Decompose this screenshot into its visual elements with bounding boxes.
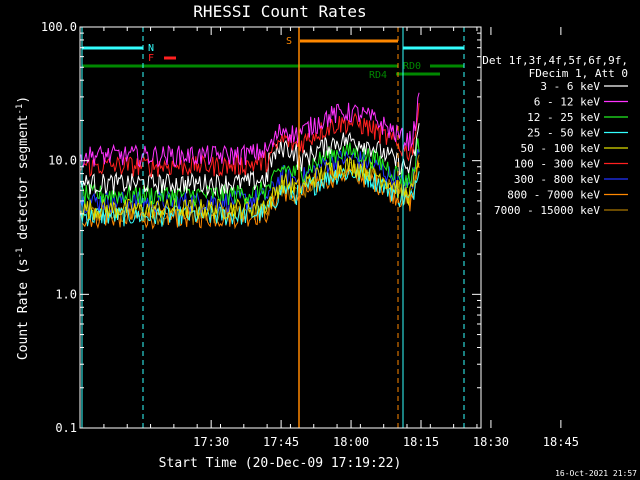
y-axis-label-part: -1: [15, 104, 25, 115]
x-tick-label: 18:30: [473, 435, 509, 449]
legend: Det 1f,3f,4f,5f,6f,9f,FDecim 1, Att 03 -…: [482, 54, 628, 217]
legend-entry-label: 25 - 50 keV: [527, 127, 600, 140]
x-tick-label: 17:45: [263, 435, 299, 449]
y-tick-label: 100.0: [41, 20, 77, 34]
x-tick-label: 17:30: [193, 435, 229, 449]
flag-label: RD0: [403, 61, 421, 72]
y-axis-label: Count Rate (s-1 detector segment-1): [15, 96, 31, 360]
legend-entry-label: 7000 - 15000 keV: [494, 204, 600, 217]
legend-header: Det 1f,3f,4f,5f,6f,9f,: [482, 54, 628, 67]
vertical-markers: [81, 27, 465, 428]
series-line-pre-gap: [80, 160, 420, 230]
chart-title: RHESSI Count Rates: [193, 2, 366, 21]
legend-entry-label: 100 - 300 keV: [514, 158, 600, 171]
x-tick-label: 18:15: [403, 435, 439, 449]
x-tick-label: 18:45: [543, 435, 579, 449]
flag-label: RD4: [369, 70, 387, 81]
y-axis-label-part: ): [16, 96, 31, 104]
plot-frame: [79, 26, 482, 429]
flag-label: F: [148, 53, 154, 64]
legend-entry-label: 50 - 100 keV: [521, 142, 601, 155]
y-axis-label-part: -1: [15, 248, 25, 259]
y-axis-label-part: detector segment: [16, 115, 31, 248]
x-axis-label: Start Time (20-Dec-09 17:19:22): [159, 456, 402, 471]
y-tick-label: 10.0: [48, 154, 77, 168]
legend-entry-label: 300 - 800 keV: [514, 173, 600, 186]
y-tick-label: 1.0: [55, 287, 77, 301]
legend-entry-label: 3 - 6 keV: [540, 80, 600, 93]
axes: 0.1 1.0 10.0 100.0 17:30 17:45 18:00 18:15 18:30…: [41, 20, 579, 449]
series-lines: [80, 92, 420, 230]
y-tick-label: 0.1: [55, 421, 77, 435]
legend-entry-label: 12 - 25 keV: [527, 111, 600, 124]
series-line-pre-gap: [80, 92, 420, 168]
flag-label: N: [148, 43, 154, 54]
series-line-pre-gap: [80, 123, 420, 197]
flag-bars: NF S RD0 RD4: [82, 36, 464, 81]
x-tick-label: 18:00: [333, 435, 369, 449]
series-line-pre-gap: [80, 155, 420, 220]
legend-entry-label: 6 - 12 keV: [534, 96, 601, 109]
y-axis-label-part: Count Rate (s: [16, 258, 31, 360]
timestamp: 16-Oct-2021 21:57: [555, 469, 637, 478]
series-line-pre-gap: [80, 102, 420, 178]
legend-entry-label: 800 - 7000 keV: [507, 189, 600, 202]
series-line-pre-gap: [80, 138, 420, 208]
legend-header: FDecim 1, Att 0: [529, 67, 628, 80]
series-line-pre-gap: [80, 165, 420, 227]
flag-label: S: [286, 36, 292, 47]
